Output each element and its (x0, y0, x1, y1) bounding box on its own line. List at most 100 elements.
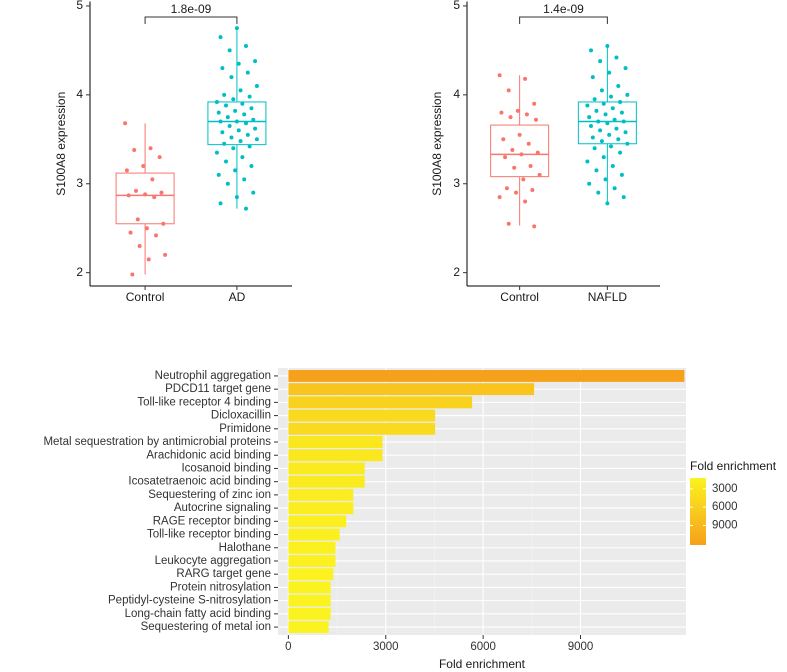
point (499, 110, 504, 115)
point (589, 123, 593, 128)
point (526, 141, 531, 146)
point (601, 101, 606, 106)
point (163, 252, 168, 257)
point (603, 177, 608, 182)
point (601, 155, 606, 160)
point (592, 97, 597, 102)
point (245, 132, 250, 137)
x-tick-label: AD (229, 290, 246, 304)
point (528, 163, 533, 168)
point (512, 165, 517, 170)
legend-title: Fold enrichment (690, 459, 777, 473)
point (625, 92, 630, 97)
point (231, 97, 236, 102)
point (214, 150, 219, 155)
bar (288, 449, 383, 462)
point (224, 159, 228, 164)
point (506, 221, 511, 226)
point (251, 117, 256, 122)
y-tick-label: 3 (453, 176, 460, 190)
y-tick-label: 2 (453, 265, 460, 279)
point (598, 128, 603, 133)
y-tick-label: Primidone (219, 423, 271, 435)
point (523, 76, 528, 81)
point (515, 108, 520, 113)
point (535, 150, 540, 155)
y-tick-label: Toll-like receptor binding (147, 529, 271, 541)
point (225, 181, 230, 186)
point (530, 187, 535, 192)
bar (288, 436, 383, 448)
point (240, 155, 245, 160)
y-tick-label: 5 (453, 0, 460, 12)
point (603, 112, 608, 117)
point (510, 147, 515, 152)
bar (288, 621, 329, 634)
point (152, 195, 157, 200)
point (594, 168, 599, 173)
y-tick-label: Sequestering of metal ion (141, 621, 271, 633)
point (506, 88, 511, 93)
point (128, 230, 133, 235)
point (596, 190, 601, 195)
y-tick-label: Metal sequestration by antimicrobial pro… (43, 436, 271, 448)
bar (288, 568, 334, 581)
x-tick-label: Control (500, 290, 539, 304)
point (220, 130, 225, 135)
point (519, 152, 524, 157)
point (616, 137, 621, 142)
point (154, 233, 158, 238)
significance-label: 1.4e-09 (543, 2, 584, 16)
point (616, 83, 621, 88)
point (130, 272, 135, 277)
point (585, 159, 590, 164)
point (623, 130, 628, 135)
point (124, 168, 129, 173)
point (234, 195, 239, 200)
point (592, 146, 597, 151)
point (216, 110, 221, 115)
point (135, 217, 140, 222)
y-tick-label: RAGE receptor binding (153, 515, 271, 527)
point (609, 94, 613, 99)
point (229, 135, 234, 140)
point (605, 121, 610, 126)
point (619, 172, 624, 177)
point (534, 117, 538, 122)
x-axis-title: Fold enrichment (439, 657, 526, 671)
bar (288, 502, 354, 515)
point (537, 172, 542, 177)
y-axis-title: S100A8 expression (430, 92, 444, 196)
point (231, 146, 236, 151)
point (161, 221, 166, 226)
point (249, 106, 254, 111)
bar (288, 383, 535, 396)
point (517, 132, 522, 137)
y-tick-label: 5 (76, 0, 83, 12)
y-tick-label: 2 (76, 265, 83, 279)
point (612, 186, 617, 191)
bar (288, 555, 336, 567)
point (234, 119, 239, 124)
point (242, 177, 247, 182)
point (599, 88, 604, 93)
point (132, 147, 137, 152)
colorbar (690, 478, 706, 545)
point (587, 115, 592, 120)
point (508, 115, 513, 120)
point (598, 59, 603, 64)
y-tick-label: Halothane (219, 542, 271, 554)
point (214, 99, 219, 104)
point (587, 181, 592, 186)
point (247, 94, 252, 99)
x-tick-label: Control (126, 290, 165, 304)
point (157, 155, 162, 160)
y-tick-label: 4 (76, 87, 83, 101)
point (585, 103, 590, 108)
point (590, 75, 595, 80)
point (218, 35, 223, 40)
point (590, 135, 595, 140)
point (621, 195, 626, 200)
point (605, 201, 610, 206)
